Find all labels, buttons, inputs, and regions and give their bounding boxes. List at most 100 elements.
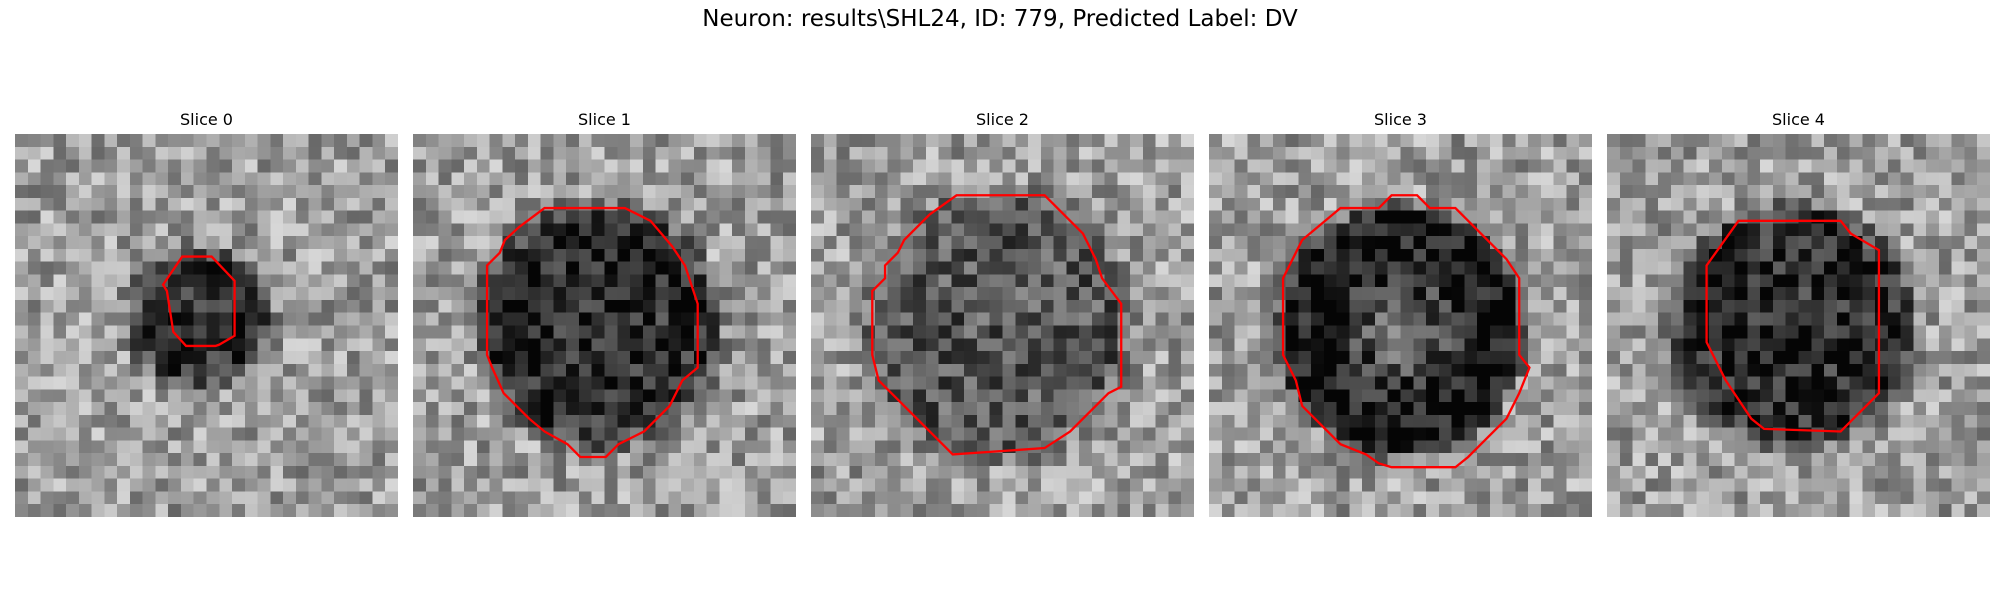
image-pixel xyxy=(1875,197,1889,211)
image-pixel xyxy=(1040,338,1054,352)
image-pixel xyxy=(193,185,207,199)
image-pixel xyxy=(489,312,503,326)
image-pixel xyxy=(438,389,452,403)
image-pixel xyxy=(938,261,952,275)
image-pixel xyxy=(1066,172,1080,186)
image-pixel xyxy=(757,325,771,339)
image-pixel xyxy=(1528,376,1542,390)
image-pixel xyxy=(1209,236,1223,250)
image-pixel xyxy=(244,376,258,390)
image-pixel xyxy=(1464,427,1478,441)
image-pixel xyxy=(823,402,837,416)
image-pixel xyxy=(1374,351,1388,365)
image-pixel xyxy=(1104,465,1118,479)
image-pixel xyxy=(142,440,156,454)
image-pixel xyxy=(15,159,29,173)
image-pixel xyxy=(1221,325,1235,339)
image-pixel xyxy=(1311,210,1325,224)
image-pixel xyxy=(489,338,503,352)
image-pixel xyxy=(1336,414,1350,428)
image-pixel xyxy=(464,261,478,275)
image-pixel xyxy=(129,351,143,365)
image-pixel xyxy=(66,248,80,262)
image-pixel xyxy=(1349,172,1363,186)
image-pixel xyxy=(1489,491,1503,505)
image-pixel xyxy=(206,363,220,377)
image-pixel xyxy=(346,325,360,339)
image-pixel xyxy=(630,197,644,211)
image-pixel xyxy=(1502,363,1516,377)
image-pixel xyxy=(40,402,54,416)
image-pixel xyxy=(1438,402,1452,416)
image-pixel xyxy=(783,210,796,224)
image-pixel xyxy=(811,338,825,352)
image-pixel xyxy=(1540,376,1554,390)
image-pixel xyxy=(104,287,118,301)
image-pixel xyxy=(630,325,644,339)
image-pixel xyxy=(91,197,105,211)
image-pixel xyxy=(1477,351,1491,365)
image-pixel xyxy=(668,146,682,160)
image-pixel xyxy=(1566,236,1580,250)
image-pixel xyxy=(1658,274,1672,288)
image-pixel xyxy=(811,223,825,237)
image-pixel xyxy=(117,338,131,352)
image-pixel xyxy=(887,465,901,479)
image-pixel xyxy=(1053,351,1067,365)
image-pixel xyxy=(578,299,592,313)
image-pixel xyxy=(1747,325,1761,339)
image-pixel xyxy=(1721,210,1735,224)
image-pixel xyxy=(1502,287,1516,301)
image-pixel xyxy=(1438,236,1452,250)
image-pixel xyxy=(900,414,914,428)
image-pixel xyxy=(129,134,143,148)
image-pixel xyxy=(604,478,618,492)
image-pixel xyxy=(1104,223,1118,237)
image-pixel xyxy=(1734,376,1748,390)
image-pixel xyxy=(836,159,850,173)
image-pixel xyxy=(1247,223,1261,237)
image-pixel xyxy=(964,504,978,517)
image-pixel xyxy=(1285,414,1299,428)
image-pixel xyxy=(1734,287,1748,301)
image-pixel xyxy=(1951,414,1965,428)
image-pixel xyxy=(206,325,220,339)
image-pixel xyxy=(1670,248,1684,262)
image-pixel xyxy=(1760,287,1774,301)
image-pixel xyxy=(1566,274,1580,288)
image-pixel xyxy=(257,376,271,390)
image-pixel xyxy=(1285,223,1299,237)
image-pixel xyxy=(1747,427,1761,441)
image-pixel xyxy=(1645,299,1659,313)
image-pixel xyxy=(372,338,386,352)
image-pixel xyxy=(27,427,41,441)
image-pixel xyxy=(1900,274,1914,288)
image-pixel xyxy=(900,134,914,148)
slice-image-0 xyxy=(15,134,398,517)
image-pixel xyxy=(1091,159,1105,173)
roi-contour xyxy=(1705,219,1881,433)
image-pixel xyxy=(1117,427,1131,441)
image-pixel xyxy=(1849,351,1863,365)
image-pixel xyxy=(1028,363,1042,377)
image-pixel xyxy=(1451,389,1465,403)
image-pixel xyxy=(1400,504,1414,517)
image-pixel xyxy=(566,159,580,173)
image-pixel xyxy=(464,351,478,365)
image-pixel xyxy=(1824,146,1838,160)
image-pixel xyxy=(1798,325,1812,339)
image-pixel xyxy=(142,223,156,237)
image-pixel xyxy=(438,414,452,428)
image-pixel xyxy=(1849,172,1863,186)
image-pixel xyxy=(1426,159,1440,173)
image-pixel xyxy=(540,338,554,352)
image-pixel xyxy=(1426,223,1440,237)
image-pixel xyxy=(1913,465,1927,479)
image-pixel xyxy=(719,146,733,160)
image-pixel xyxy=(1515,440,1529,454)
image-pixel xyxy=(168,159,182,173)
image-pixel xyxy=(1477,172,1491,186)
image-pixel xyxy=(693,453,707,467)
image-pixel xyxy=(1028,376,1042,390)
image-pixel xyxy=(1234,274,1248,288)
